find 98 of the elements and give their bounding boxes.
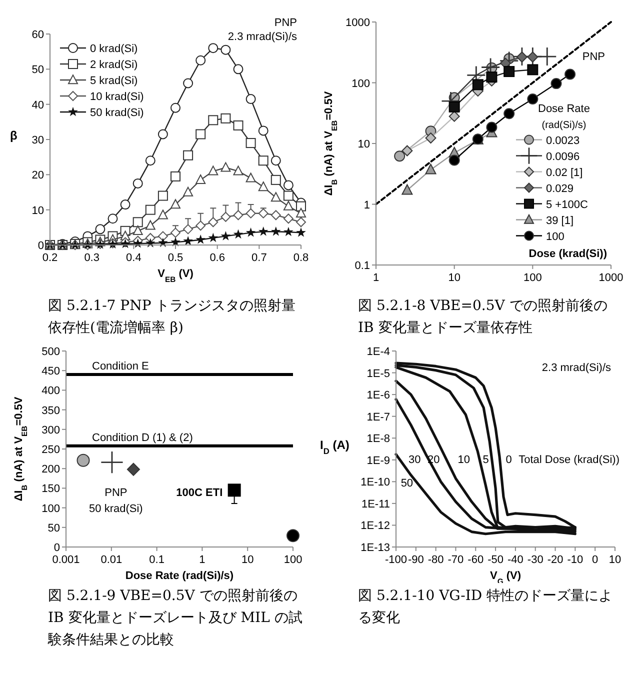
x-tick-label: -80 (428, 554, 444, 566)
text: 図 5.2.1-10 VG-ID 特性のドーズ量による変化 (358, 588, 613, 626)
annotation: 0 (506, 454, 512, 466)
y-tick-label: 1E-13 (360, 542, 390, 554)
annotation: 50 (400, 477, 414, 490)
ref-line-label: Condition D (1) & (2) (92, 432, 193, 444)
x-tick-label: 0.6 (210, 252, 225, 264)
y-tick-label: 0 (38, 240, 44, 252)
legend-label: 0 krad(Si) (90, 43, 138, 55)
x-tick-label: 0.4 (126, 252, 142, 264)
y-tick-label: 1E-4 (366, 346, 390, 358)
y-tick-label: 50 (48, 522, 60, 534)
y-tick-label: 250 (42, 444, 60, 456)
y-tick-label: 500 (42, 346, 60, 358)
x-tick-label: 10 (608, 554, 622, 566)
legend-label: 5 krad(Si) (90, 75, 138, 87)
x-axis-title: Dose Rate (rad(Si)/s) (125, 570, 234, 582)
annotation: 30 (408, 454, 421, 466)
legend-label: 39 [1] (546, 214, 574, 227)
y-tick-label: 60 (32, 29, 44, 41)
x-tick-label: 0.5 (168, 252, 184, 264)
x-tick-label: 1 (199, 554, 206, 566)
y-tick-label: 150 (42, 483, 60, 496)
x-tick-label: -50 (488, 554, 504, 566)
annotation: 10 (458, 454, 470, 466)
y-tick-label: 0.1 (354, 260, 370, 272)
y-tick-label: 1E-8 (366, 433, 390, 446)
annotation: Total Dose (krad(Si)) (518, 454, 620, 466)
x-tick-label: 100 (523, 272, 542, 284)
y-axis-title: β (10, 128, 18, 142)
y-tick-label: 1E-7 (366, 411, 390, 424)
x-tick-label: 0.01 (100, 554, 122, 566)
legend-label: 0.0023 (546, 134, 580, 147)
x-tick-label: 100 (284, 554, 302, 566)
x-tick-label: -10 (567, 554, 584, 566)
legend-label: 10 krad(Si) (90, 91, 144, 103)
x-tick-label: 0.001 (52, 554, 80, 566)
annotation: 5 (482, 454, 489, 466)
x-tick-label: -40 (508, 554, 524, 566)
y-tick-label: 50 (32, 64, 44, 76)
x-tick-label: 0.3 (84, 252, 100, 264)
ref-line-label: Condition E (92, 360, 149, 373)
x-tick-label: -70 (448, 554, 464, 566)
x-tick-label: 0.1 (149, 554, 164, 566)
y-tick-label: 1E-11 (361, 498, 390, 510)
legend-label: 2 krad(Si) (90, 59, 138, 71)
x-tick-label: 0.7 (252, 252, 267, 264)
x-axis-title: V$_{EB}$ (V) (158, 268, 194, 284)
x-tick-label: 0.8 (293, 252, 309, 264)
y-tick-label: 1E-6 (366, 390, 390, 402)
annotation: PNP (582, 51, 605, 64)
legend-label: 50 krad(Si) (90, 107, 144, 119)
y-tick-label: 400 (42, 385, 60, 398)
y-tick-label: 1 (364, 199, 370, 212)
y-tick-label: 1E-9 (366, 454, 390, 467)
x-tick-label: -90 (408, 554, 424, 566)
annotation: 2.3 mrad(Si)/s (542, 362, 612, 374)
x-tick-label: -20 (547, 554, 564, 566)
y-axis-title: I$_{D}$ (A) (320, 438, 350, 456)
legend-label: 0.02 [1] (546, 166, 583, 179)
legend-label: 100 (546, 230, 564, 243)
text: 図 5.2.1-7 PNP トランジスタの照射量依存性(電流増幅率 β) (47, 297, 297, 338)
legend-title: Dose Rate (rad(Si)/s) (538, 102, 590, 131)
x-tick-label: 10 (241, 554, 254, 566)
y-tick-label: 1E-10 (360, 476, 390, 489)
y-tick-label: 0 (54, 542, 60, 554)
y-tick-label: 300 (42, 424, 60, 436)
y-tick-label: 10 (32, 204, 44, 217)
annotation: 2.3 mrad(Si)/s (228, 31, 298, 43)
y-tick-label: 1000 (346, 17, 370, 29)
text: PNP (274, 17, 297, 29)
y-tick-label: 10 (358, 138, 370, 150)
annotation: 100C ETI (176, 487, 223, 500)
y-tick-label: 1E-12 (360, 520, 390, 532)
x-tick-label: 10 (448, 272, 460, 284)
y-tick-label: 40 (32, 99, 44, 112)
annotation: PNP (104, 487, 128, 500)
legend-label: 5 +100C (546, 198, 588, 211)
text: 図 5.2.1-9 VBE=0.5V での照射前後の IB 変化量とドーズレート及び MIL の試験条件結果との比較 (46, 587, 304, 650)
y-tick-label: 350 (42, 404, 60, 417)
x-tick-label: 1000 (598, 272, 624, 284)
x-tick-label: 0.2 (42, 252, 58, 264)
x-tick-label: -30 (527, 554, 544, 566)
legend-label: 0.0096 (546, 150, 580, 163)
y-tick-label: 20 (32, 170, 44, 182)
y-tick-label: 100 (42, 502, 60, 515)
legend-label: 0.029 (546, 182, 574, 195)
text: 図 5.2.1-8 VBE=0.5V での照射前後の IB 変化量とドーズ量依存性 (357, 297, 608, 338)
y-tick-label: 450 (42, 366, 60, 378)
x-tick-label: -60 (468, 554, 484, 566)
y-tick-label: 30 (32, 134, 44, 146)
x-axis-title: Dose (krad(Si)) (528, 248, 608, 260)
x-tick-label: -100 (384, 554, 408, 566)
y-tick-label: 100 (352, 78, 370, 90)
y-tick-label: 200 (42, 464, 60, 476)
x-tick-label: 0 (592, 554, 598, 566)
y-tick-label: 1E-5 (366, 368, 390, 380)
annotation: 50 krad(Si) (89, 502, 143, 515)
